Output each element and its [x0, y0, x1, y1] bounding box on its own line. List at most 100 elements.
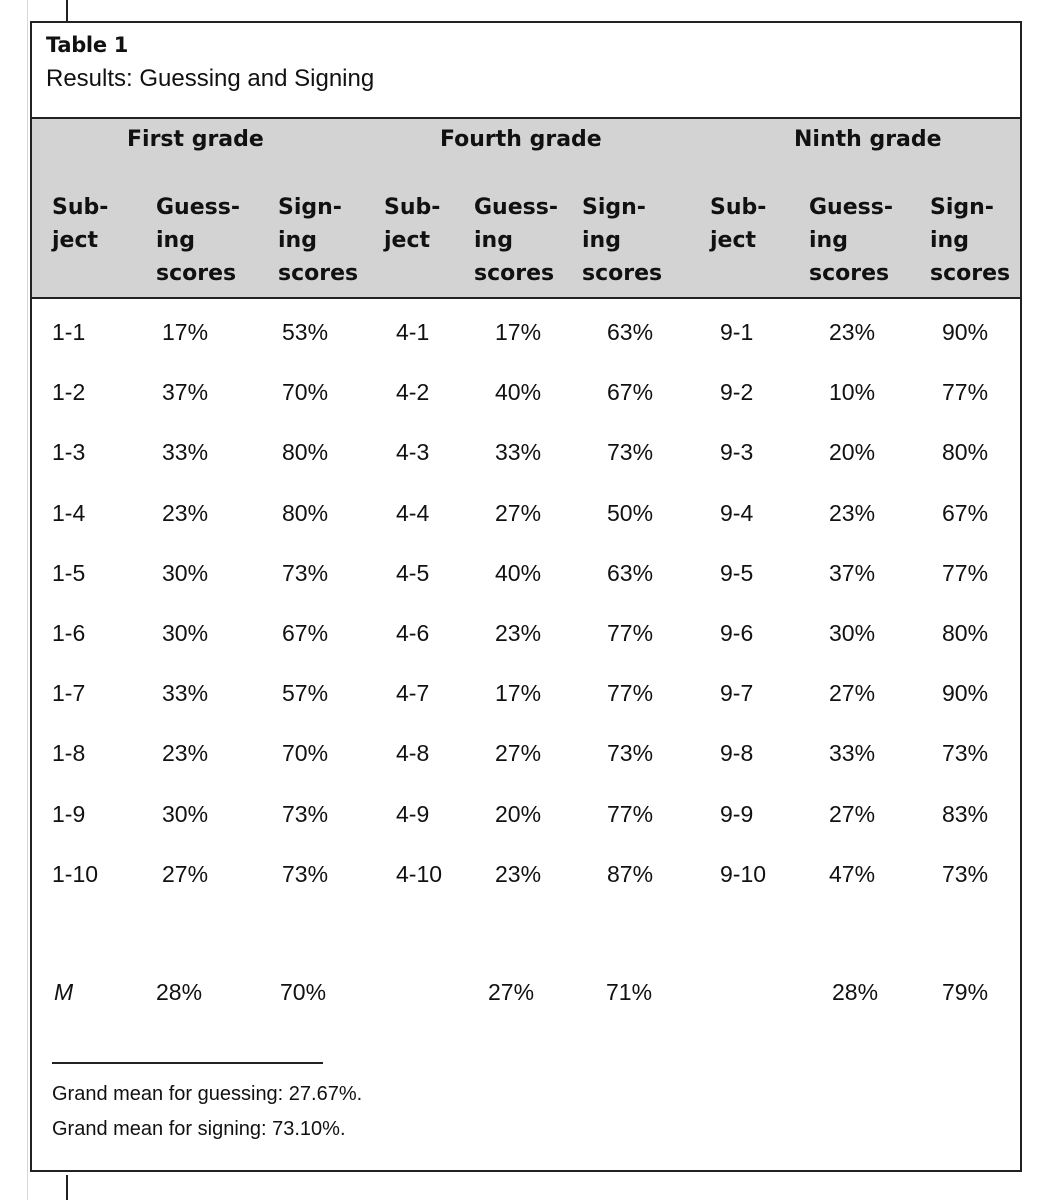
- cell-ninth-grade-guessing: 37%: [829, 559, 876, 586]
- cell-ninth-grade-signing: 90%: [942, 680, 989, 707]
- cell-first-grade-subject: 1-4: [52, 499, 86, 526]
- mean-ninth-grade-guessing: 28%: [832, 979, 879, 1005]
- column-header-line: Sign-: [278, 195, 342, 220]
- cell-fourth-grade-guessing: 17%: [495, 680, 542, 707]
- mean-fourth-grade-signing: 71%: [606, 979, 653, 1005]
- cell-ninth-grade-subject: 9-5: [720, 559, 754, 586]
- cell-fourth-grade-subject: 4-3: [396, 439, 430, 466]
- cell-fourth-grade-signing: 63%: [607, 319, 654, 345]
- table-caption: Table 1 Results: Guessing and Signing: [32, 23, 1020, 119]
- cell-first-grade-guessing: 30%: [162, 800, 209, 827]
- column-header-line: ject: [384, 228, 431, 253]
- cell-first-grade-guessing: 27%: [162, 860, 209, 887]
- column-header-ninth-grade-signing: Sign-ing scores: [930, 191, 1010, 290]
- page-margin-line: [27, 0, 28, 1200]
- cell-ninth-grade-guessing: 47%: [829, 860, 876, 887]
- cell-ninth-grade-subject: 9-10: [720, 860, 767, 887]
- cell-fourth-grade-subject: 4-4: [396, 499, 430, 526]
- column-header-line: scores: [930, 261, 1011, 286]
- cell-ninth-grade-guessing: 23%: [829, 319, 876, 345]
- column-header-first-grade-guessing: Guess-ing scores: [156, 191, 240, 290]
- cell-ninth-grade-subject: 9-9: [720, 800, 754, 827]
- cell-ninth-grade-guessing: 27%: [829, 680, 876, 707]
- column-header-line: Sign-: [582, 195, 646, 220]
- column-header-line: scores: [156, 261, 237, 286]
- column-header-line: Sign-: [930, 195, 994, 220]
- cell-first-grade-signing: 80%: [282, 439, 329, 466]
- cell-fourth-grade-guessing: 40%: [495, 379, 542, 406]
- cell-first-grade-signing: 73%: [282, 860, 329, 887]
- cell-first-grade-subject: 1-1: [52, 319, 86, 345]
- mean-ninth-grade-signing: 79%: [942, 979, 989, 1005]
- column-guide-top: [66, 0, 68, 22]
- cell-fourth-grade-guessing: 17%: [495, 319, 542, 345]
- cell-first-grade-signing: 80%: [282, 499, 329, 526]
- cell-ninth-grade-subject: 9-4: [720, 499, 754, 526]
- cell-first-grade-signing: 70%: [282, 379, 329, 406]
- column-header-first-grade-subject: Sub-ject: [52, 191, 108, 257]
- cell-fourth-grade-subject: 4-5: [396, 559, 430, 586]
- grade-heading-first-grade: First grade: [127, 127, 264, 152]
- cell-fourth-grade-signing: 73%: [607, 740, 654, 767]
- cell-ninth-grade-guessing: 10%: [829, 379, 876, 406]
- column-header-line: ject: [52, 228, 99, 253]
- mean-label: M: [54, 979, 74, 1005]
- column-header-fourth-grade-subject: Sub-ject: [384, 191, 440, 257]
- column-header-line: Guess-: [156, 195, 240, 220]
- cell-first-grade-subject: 1-5: [52, 559, 86, 586]
- cell-fourth-grade-guessing: 40%: [495, 559, 542, 586]
- column-header-line: Sub-: [384, 195, 441, 220]
- cell-fourth-grade-subject: 4-8: [396, 740, 430, 767]
- cell-ninth-grade-guessing: 30%: [829, 620, 876, 646]
- cell-fourth-grade-subject: 4-1: [396, 319, 430, 345]
- cell-ninth-grade-guessing: 20%: [829, 439, 876, 466]
- mean-first-grade-signing: 70%: [280, 979, 327, 1005]
- cell-ninth-grade-subject: 9-7: [720, 680, 754, 707]
- column-header-line: ing: [156, 228, 195, 253]
- cell-fourth-grade-signing: 63%: [607, 559, 654, 586]
- cell-first-grade-guessing: 17%: [162, 319, 209, 345]
- cell-fourth-grade-signing: 87%: [607, 860, 654, 887]
- cell-first-grade-signing: 70%: [282, 740, 329, 767]
- cell-fourth-grade-guessing: 20%: [495, 800, 542, 827]
- cell-fourth-grade-signing: 77%: [607, 680, 654, 707]
- cell-fourth-grade-subject: 4-6: [396, 620, 430, 646]
- cell-first-grade-guessing: 33%: [162, 680, 209, 707]
- column-header-line: ing: [582, 228, 621, 253]
- cell-fourth-grade-subject: 4-10: [396, 860, 443, 887]
- column-header-line: ject: [710, 228, 757, 253]
- cell-ninth-grade-subject: 9-8: [720, 740, 754, 767]
- column-header-line: ing: [809, 228, 848, 253]
- cell-first-grade-guessing: 33%: [162, 439, 209, 466]
- grade-heading-fourth-grade: Fourth grade: [440, 127, 602, 152]
- column-header-fourth-grade-signing: Sign-ing scores: [582, 191, 662, 290]
- cell-first-grade-subject: 1-2: [52, 379, 86, 406]
- cell-ninth-grade-subject: 9-6: [720, 620, 754, 646]
- cell-first-grade-signing: 53%: [282, 319, 329, 345]
- cell-fourth-grade-subject: 4-7: [396, 680, 430, 707]
- cell-fourth-grade-signing: 73%: [607, 439, 654, 466]
- column-header-line: Sub-: [710, 195, 767, 220]
- column-header-line: scores: [809, 261, 890, 286]
- column-header-line: Guess-: [474, 195, 558, 220]
- cell-first-grade-guessing: 23%: [162, 740, 209, 767]
- column-header-line: scores: [582, 261, 663, 286]
- cell-ninth-grade-signing: 73%: [942, 860, 989, 887]
- cell-ninth-grade-guessing: 33%: [829, 740, 876, 767]
- mean-fourth-grade-guessing: 27%: [488, 979, 535, 1005]
- cell-fourth-grade-signing: 67%: [607, 379, 654, 406]
- cell-first-grade-guessing: 30%: [162, 620, 209, 646]
- cell-fourth-grade-subject: 4-9: [396, 800, 430, 827]
- cell-fourth-grade-signing: 50%: [607, 499, 654, 526]
- cell-first-grade-subject: 1-10: [52, 860, 99, 887]
- cell-ninth-grade-signing: 80%: [942, 439, 989, 466]
- cell-fourth-grade-guessing: 23%: [495, 620, 542, 646]
- mean-first-grade-guessing: 28%: [156, 979, 203, 1005]
- column-header-line: ing: [474, 228, 513, 253]
- cell-first-grade-guessing: 30%: [162, 559, 209, 586]
- column-header-first-grade-signing: Sign-ing scores: [278, 191, 358, 290]
- cell-ninth-grade-signing: 90%: [942, 319, 989, 345]
- column-header-line: Sub-: [52, 195, 109, 220]
- column-header-line: ing: [278, 228, 317, 253]
